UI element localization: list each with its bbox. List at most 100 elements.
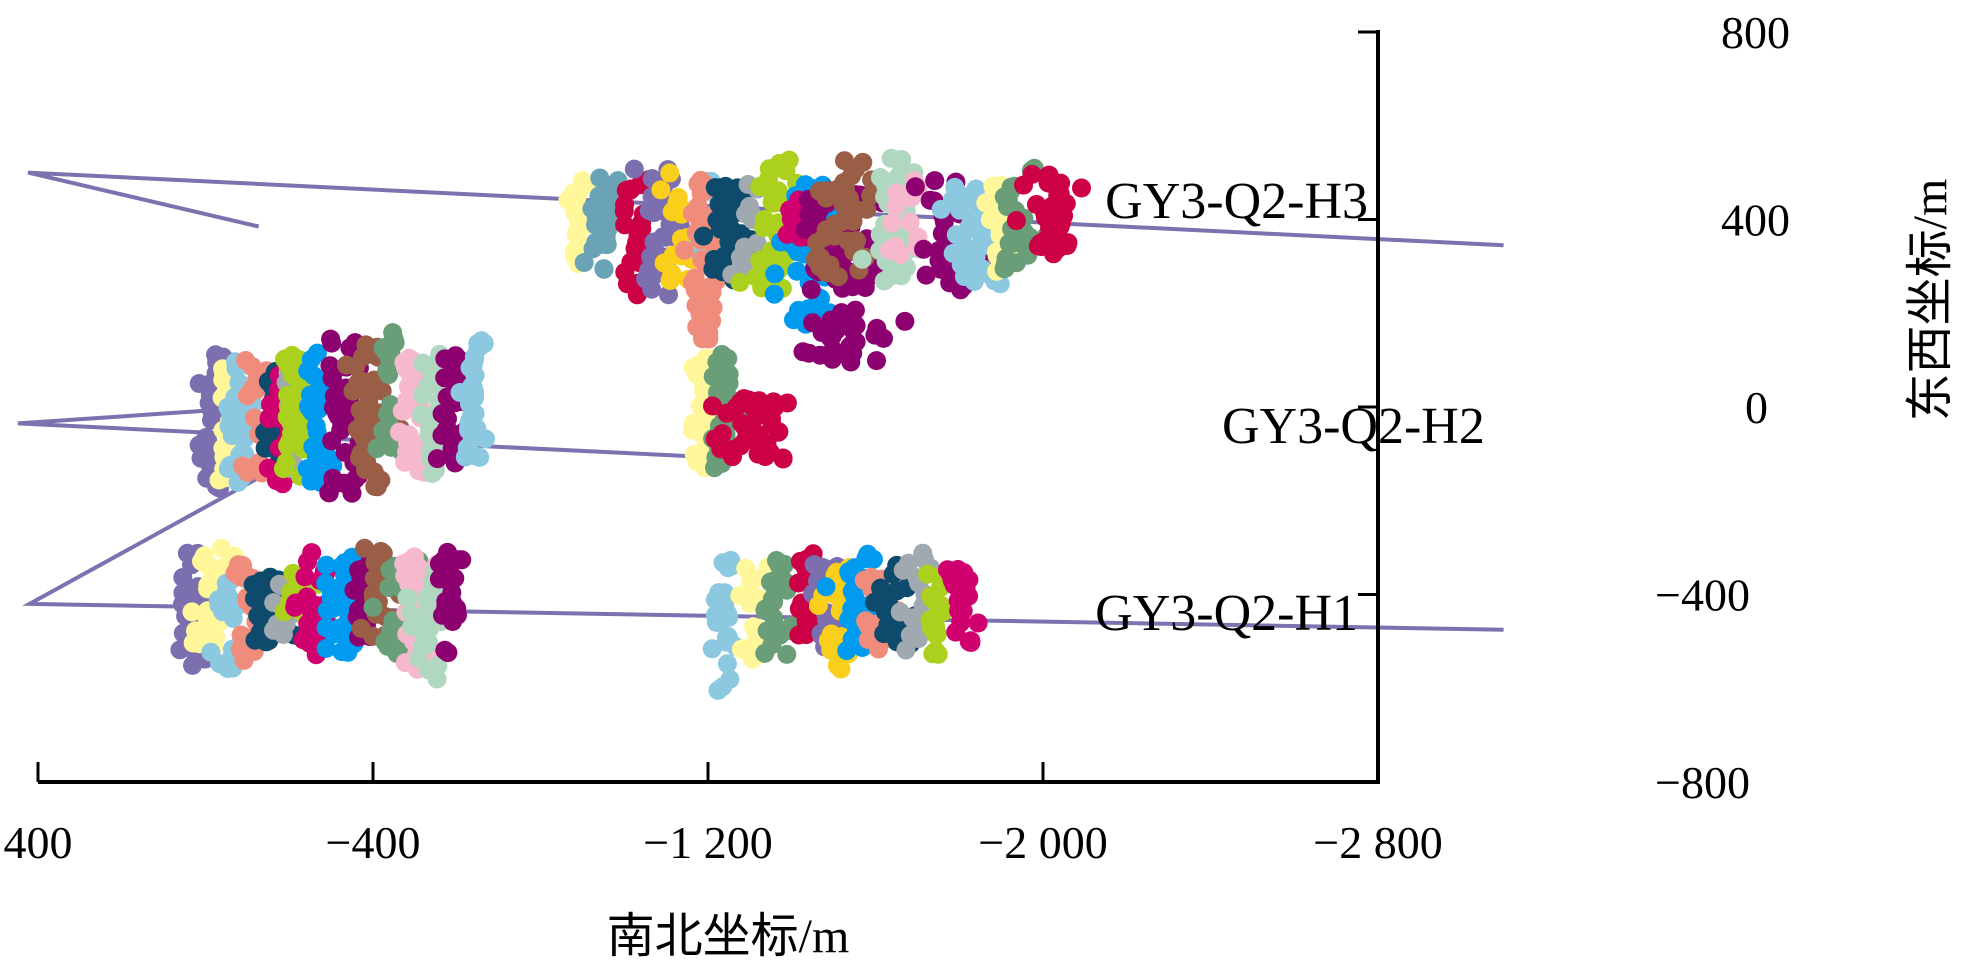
event-point xyxy=(852,249,872,269)
event-point xyxy=(1072,178,1091,198)
y-tick-label: 0 xyxy=(1745,382,1768,433)
event-cluster xyxy=(937,560,988,652)
event-point xyxy=(721,550,741,570)
event-cluster xyxy=(574,168,628,279)
event-cluster xyxy=(702,550,745,700)
event-point xyxy=(736,558,756,578)
event-point xyxy=(916,265,936,285)
event-points xyxy=(170,148,1091,700)
event-point xyxy=(755,599,775,619)
event-point xyxy=(821,310,841,330)
event-cluster xyxy=(880,171,928,264)
event-point xyxy=(968,613,988,633)
event-point xyxy=(183,655,202,675)
x-axis-ticks: 400 −400 −1 200 −2 000 −2 800 xyxy=(4,762,1443,868)
event-point xyxy=(666,201,686,221)
event-point xyxy=(569,232,589,252)
event-point xyxy=(703,396,722,416)
event-point xyxy=(888,150,908,170)
event-point xyxy=(886,196,906,216)
event-point xyxy=(202,402,222,422)
event-point xyxy=(397,588,417,608)
event-point xyxy=(639,201,659,221)
event-point xyxy=(279,432,299,452)
event-point xyxy=(842,320,862,340)
event-point xyxy=(870,168,890,187)
event-point xyxy=(825,226,845,246)
event-point xyxy=(756,442,776,462)
event-point xyxy=(956,580,976,600)
event-point xyxy=(718,371,738,391)
event-point xyxy=(705,178,725,198)
event-point xyxy=(1032,237,1051,257)
event-point xyxy=(741,424,761,444)
event-point xyxy=(394,401,414,421)
event-point xyxy=(688,355,708,375)
x-axis-title: 南北坐标/m xyxy=(607,910,850,963)
well-label-h3: GY3-Q2-H3 xyxy=(1105,173,1368,230)
event-cluster xyxy=(450,331,495,467)
event-point xyxy=(730,272,750,292)
event-point xyxy=(432,404,452,424)
event-point xyxy=(971,226,991,246)
event-point xyxy=(795,220,815,239)
event-point xyxy=(316,573,336,593)
event-point xyxy=(1006,211,1026,231)
event-point xyxy=(710,219,730,239)
event-point xyxy=(245,408,264,428)
event-cluster xyxy=(1006,164,1091,264)
event-point xyxy=(574,253,594,272)
event-point xyxy=(675,240,695,260)
x-tick-label: −1 200 xyxy=(643,817,772,868)
event-point xyxy=(755,643,775,663)
event-point xyxy=(1014,175,1033,195)
x-tick-label: −2 000 xyxy=(978,817,1107,868)
event-point xyxy=(801,280,821,300)
event-point xyxy=(323,475,343,495)
event-point xyxy=(705,458,724,478)
event-point xyxy=(717,654,737,674)
event-point xyxy=(383,323,403,343)
event-point xyxy=(921,586,941,606)
event-point xyxy=(931,199,951,219)
event-point xyxy=(764,284,784,304)
event-point xyxy=(699,329,719,349)
event-point xyxy=(355,538,375,558)
event-point xyxy=(381,342,401,362)
event-point xyxy=(683,413,703,433)
event-point xyxy=(400,551,420,571)
event-point xyxy=(365,477,385,496)
event-point xyxy=(212,538,231,558)
event-point xyxy=(833,195,853,214)
well-label-h2: GY3-Q2-H2 xyxy=(1222,398,1485,455)
event-point xyxy=(799,204,819,224)
event-point xyxy=(377,361,397,381)
event-point xyxy=(760,572,780,592)
event-point xyxy=(438,643,458,663)
event-point xyxy=(335,443,355,462)
event-point xyxy=(740,196,759,216)
event-point xyxy=(373,421,393,441)
event-point xyxy=(946,225,966,245)
event-point xyxy=(976,193,996,213)
event-point xyxy=(705,590,725,610)
event-point xyxy=(399,425,419,445)
event-point xyxy=(807,233,827,253)
event-point xyxy=(711,608,731,628)
event-point xyxy=(863,549,883,569)
event-point xyxy=(472,331,491,351)
event-point xyxy=(688,174,708,194)
event-point xyxy=(322,333,342,353)
event-point xyxy=(615,215,635,235)
event-point xyxy=(316,555,336,575)
event-point xyxy=(651,180,671,200)
event-point xyxy=(682,203,702,223)
event-point xyxy=(575,175,595,195)
event-point xyxy=(659,285,678,305)
event-point xyxy=(902,608,922,628)
event-point xyxy=(885,236,905,256)
event-point xyxy=(598,184,618,204)
event-point xyxy=(929,241,948,261)
event-point xyxy=(810,247,830,267)
